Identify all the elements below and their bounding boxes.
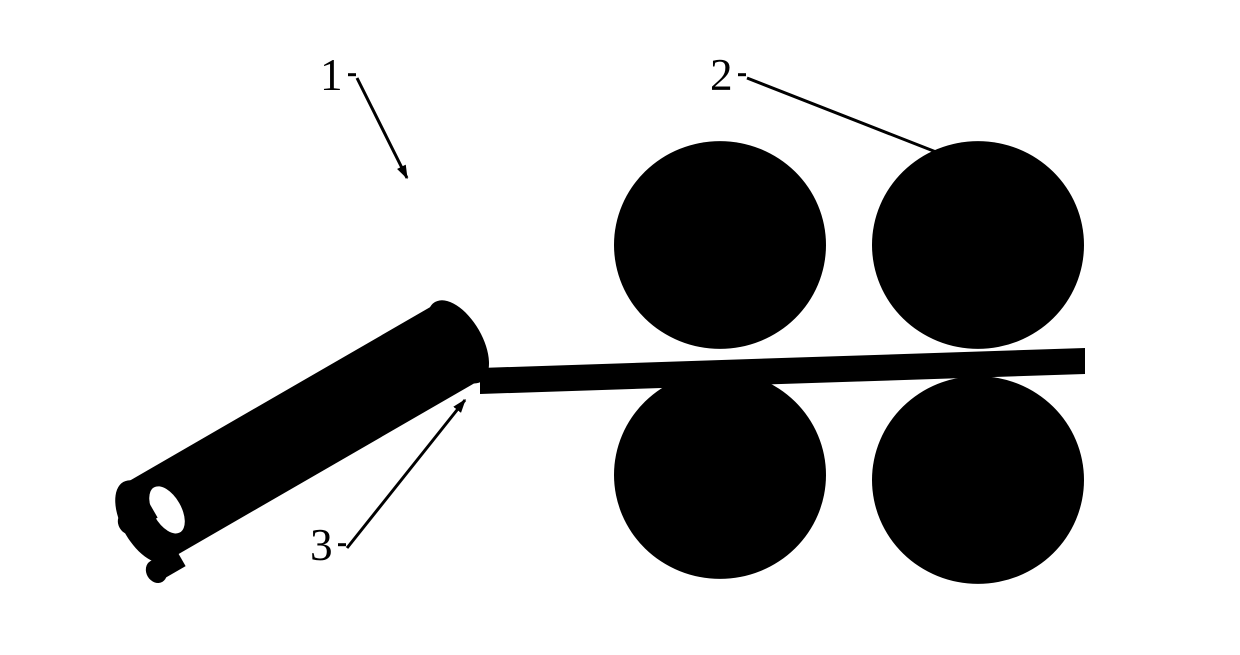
- roller-top-1: [614, 141, 826, 349]
- label-3-text: 3: [310, 520, 333, 570]
- roller-bottom-1: [614, 371, 826, 579]
- roller-bottom-2: [872, 376, 1084, 584]
- label-1-text: 1: [320, 50, 343, 100]
- diagram-background: [0, 0, 1240, 655]
- label-2-text: 2: [710, 50, 733, 100]
- roller-top-2: [872, 141, 1084, 349]
